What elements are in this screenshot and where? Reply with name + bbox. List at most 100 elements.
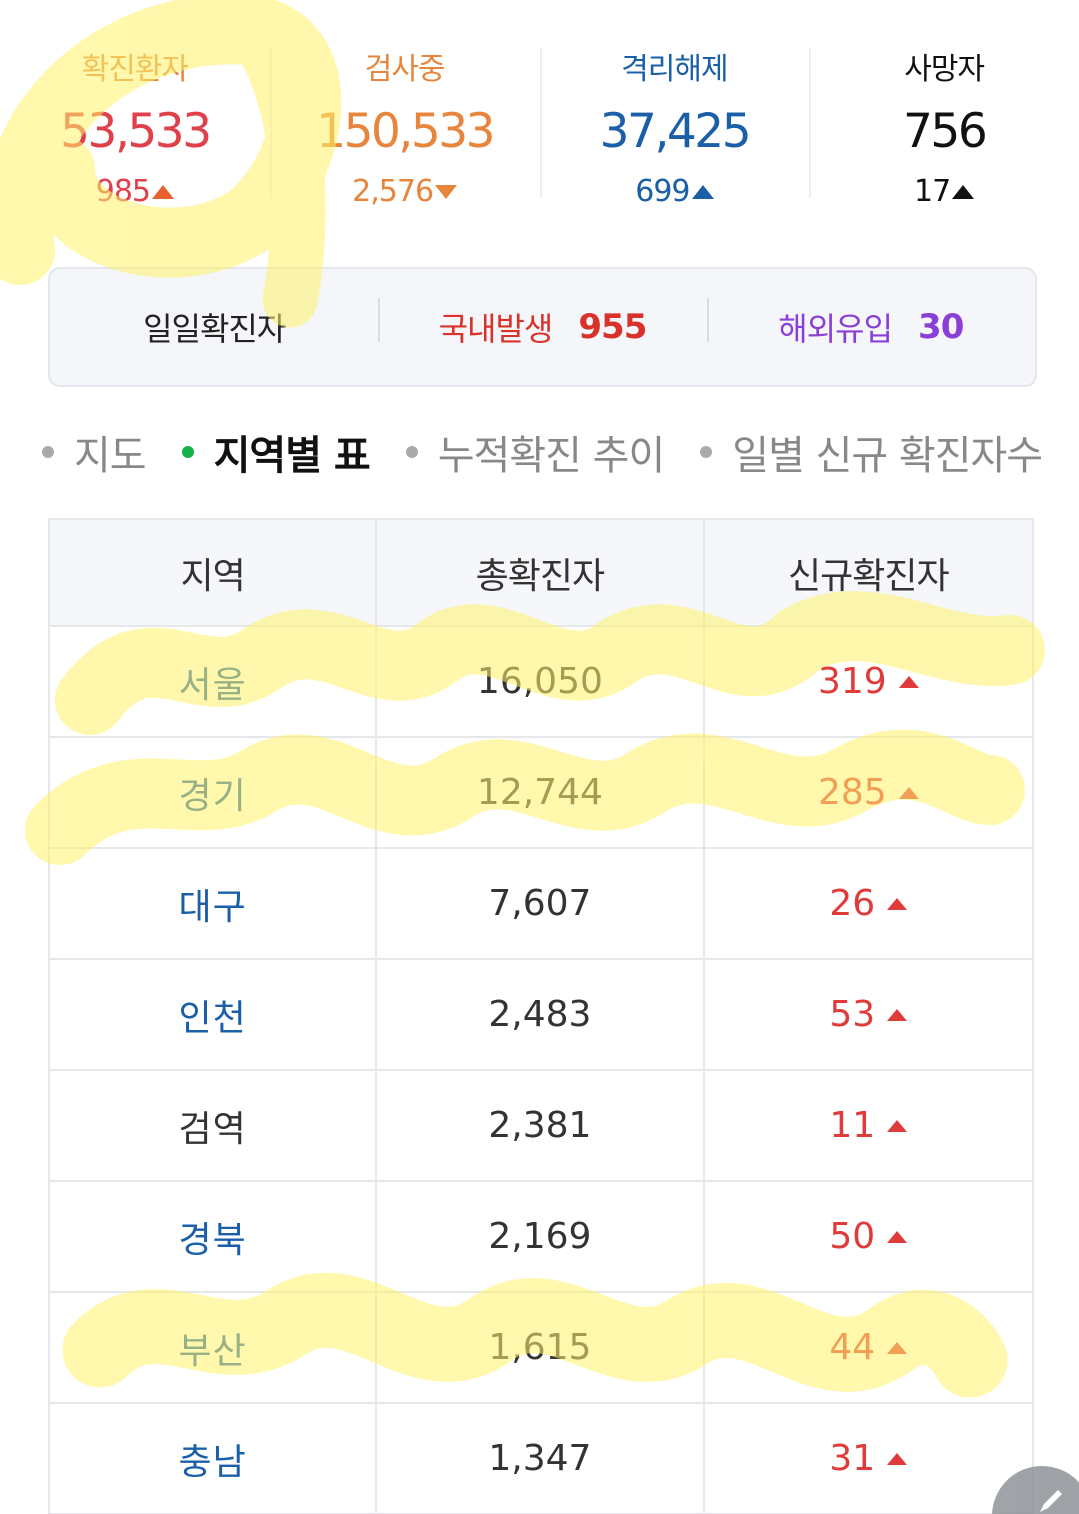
total-cell: 1,347 [376, 1403, 705, 1514]
table-row: 서울 16,050 319 [49, 626, 1033, 738]
new-cell: 319 [818, 661, 919, 702]
summary-stats: 확진환자 53,533 985 검사중 150,533 2,576 격리해제 3… [0, 0, 1079, 262]
arrow-down-icon [435, 184, 458, 199]
tab-label: 지역별 표 [213, 433, 371, 479]
stat-delta-value: 985 [95, 174, 151, 209]
new-cell: 11 [829, 1105, 908, 1146]
new-cell: 53 [829, 994, 908, 1035]
new-value: 50 [829, 1216, 876, 1257]
daily-label: 일일확진자 [143, 310, 286, 348]
table-row: 검역 2,381 11 [49, 1070, 1033, 1182]
arrow-up-icon [691, 184, 714, 199]
daily-label-cell: 일일확진자 [50, 304, 378, 350]
domestic-value: 955 [578, 307, 647, 347]
total-cell: 7,607 [376, 848, 705, 960]
arrow-up-icon [887, 1230, 908, 1243]
table-row: 경북 2,169 50 [49, 1181, 1033, 1293]
new-cell: 50 [829, 1216, 908, 1257]
arrow-up-icon [952, 184, 975, 199]
bullet-dot-icon [405, 446, 418, 458]
daily-confirmed-box: 일일확진자 국내발생 955 해외유입 30 [48, 267, 1037, 387]
column-header-region: 지역 [49, 519, 378, 627]
new-value: 285 [817, 772, 887, 813]
region-link[interactable]: 인천 [178, 997, 247, 1039]
table-header-row: 지역 총확진자 신규확진자 [49, 519, 1033, 627]
table-row: 인천 2,483 53 [49, 959, 1033, 1071]
stat-delta-value: 17 [914, 174, 951, 209]
stat-deaths: 사망자 756 17 [809, 0, 1079, 262]
region-link[interactable]: 부산 [178, 1330, 247, 1372]
arrow-up-icon [898, 786, 919, 799]
region-link[interactable]: 서울 [178, 664, 247, 706]
stat-label: 사망자 [904, 52, 985, 87]
stat-label: 격리해제 [621, 52, 728, 87]
bullet-dot-icon [700, 446, 713, 458]
total-cell: 2,381 [376, 1070, 705, 1182]
stat-delta-value: 699 [635, 174, 690, 209]
bullet-dot-icon [42, 446, 54, 458]
overseas-value: 30 [918, 307, 964, 347]
new-value: 26 [829, 883, 876, 924]
stat-delta: 699 [635, 174, 714, 209]
bullet-dot-icon [181, 446, 194, 458]
arrow-up-icon [887, 1452, 908, 1465]
arrow-up-icon [152, 184, 174, 199]
table-row: 대구 7,607 26 [49, 848, 1033, 960]
region-link[interactable]: 경기 [178, 775, 247, 817]
stat-value: 53,533 [60, 104, 212, 159]
daily-domestic-cell: 국내발생 955 [378, 298, 706, 350]
new-value: 31 [829, 1438, 876, 1479]
region-link[interactable]: 경북 [178, 1219, 247, 1261]
stat-delta-value: 2,576 [352, 174, 434, 209]
stat-value: 756 [903, 104, 988, 159]
arrow-up-icon [898, 675, 919, 688]
region-table: 지역 총확진자 신규확진자 서울 16,050 319 경기 12,744 28… [48, 518, 1034, 1514]
stat-label: 검사중 [364, 52, 446, 87]
new-cell: 285 [818, 772, 919, 813]
new-value: 319 [817, 661, 887, 702]
stat-delta: 17 [914, 174, 975, 209]
new-cell: 44 [829, 1327, 908, 1368]
pencil-icon [1040, 1490, 1062, 1512]
stat-value: 37,425 [599, 104, 752, 159]
stat-delta: 985 [96, 174, 174, 209]
view-tabs: 지도 지역별 표 누적확진 추이 일별 신규 확진자수 [42, 420, 1043, 484]
tab-label: 누적확진 추이 [437, 433, 666, 479]
arrow-up-icon [887, 1008, 908, 1021]
region-label: 검역 [178, 1108, 247, 1150]
new-cell: 26 [829, 883, 908, 924]
table-row: 부산 1,615 44 [49, 1292, 1033, 1404]
tab-region-table[interactable]: 지역별 표 [181, 423, 371, 481]
tab-map[interactable]: 지도 [42, 423, 147, 481]
new-cell: 31 [829, 1438, 908, 1479]
stat-value: 150,533 [316, 104, 495, 159]
stat-released: 격리해제 37,425 699 [539, 0, 810, 262]
arrow-up-icon [887, 1341, 908, 1354]
stat-confirmed: 확진환자 53,533 985 [0, 0, 270, 262]
domestic-label: 국내발생 [438, 310, 554, 348]
daily-overseas-cell: 해외유입 30 [706, 298, 1035, 350]
tab-cumulative-trend[interactable]: 누적확진 추이 [405, 423, 666, 481]
arrow-up-icon [887, 897, 908, 910]
new-value: 44 [829, 1327, 876, 1368]
total-cell: 2,483 [376, 959, 705, 1071]
region-link[interactable]: 충남 [178, 1441, 247, 1483]
total-cell: 1,615 [376, 1292, 705, 1404]
total-cell: 16,050 [376, 626, 705, 738]
table-row: 충남 1,347 31 [49, 1403, 1033, 1514]
table-row: 경기 12,744 285 [49, 737, 1033, 849]
total-cell: 12,744 [376, 737, 705, 849]
region-link[interactable]: 대구 [178, 886, 247, 928]
column-header-total: 총확진자 [376, 519, 705, 627]
tab-daily-new[interactable]: 일별 신규 확진자수 [700, 423, 1043, 481]
stat-label: 확진환자 [81, 52, 189, 87]
stat-testing: 검사중 150,533 2,576 [269, 0, 540, 262]
tab-label: 지도 [74, 433, 147, 479]
new-value: 11 [829, 1105, 876, 1146]
tab-label: 일별 신규 확진자수 [732, 433, 1043, 479]
total-cell: 2,169 [376, 1181, 705, 1293]
column-header-new: 신규확진자 [703, 519, 1033, 627]
new-value: 53 [829, 994, 876, 1035]
arrow-up-icon [887, 1119, 908, 1132]
stat-delta: 2,576 [352, 174, 458, 209]
